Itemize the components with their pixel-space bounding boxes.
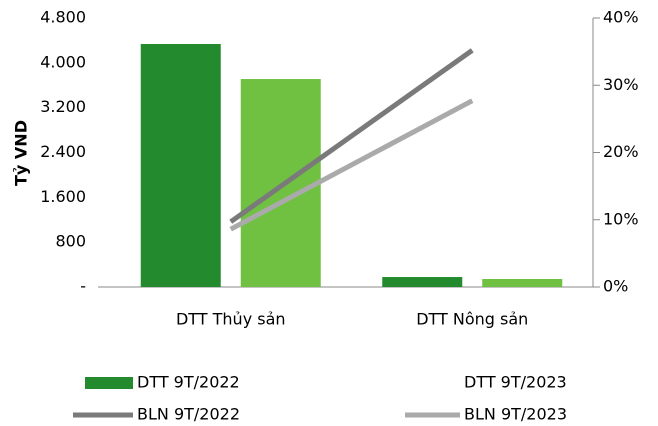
line — [229, 48, 474, 224]
bar — [240, 79, 321, 287]
y-tick-label: 800 — [55, 232, 86, 251]
legend-label: BLN 9T/2022 — [137, 405, 240, 424]
line — [229, 98, 474, 232]
y2-tick-label: 0% — [603, 277, 628, 296]
y-tick-label: 3.200 — [40, 97, 86, 116]
legend-label: DTT 9T/2023 — [464, 373, 567, 392]
x-tick-label: DTT Thủy sản — [176, 310, 286, 329]
y-tick-label: 1.600 — [40, 187, 86, 206]
bar — [382, 277, 463, 287]
y-tick-label: - — [80, 277, 86, 296]
legend-label: BLN 9T/2023 — [464, 405, 567, 424]
y2-tick-label: 20% — [603, 142, 639, 161]
y-tick-label: 4.000 — [40, 52, 86, 71]
y-tick-label: 2.400 — [40, 142, 86, 161]
y2-tick-label: 30% — [603, 75, 639, 94]
bar — [482, 278, 563, 287]
y2-tick-label: 40% — [603, 8, 639, 27]
bar — [140, 44, 221, 288]
y-tick-label: 4.800 — [40, 8, 86, 27]
x-tick-label: DTT Nông sản — [416, 310, 528, 329]
legend-label: DTT 9T/2022 — [137, 373, 240, 392]
y-axis-label: Tỷ VND — [12, 120, 31, 186]
legend-swatch — [85, 377, 133, 389]
y2-tick-label: 10% — [603, 209, 639, 228]
